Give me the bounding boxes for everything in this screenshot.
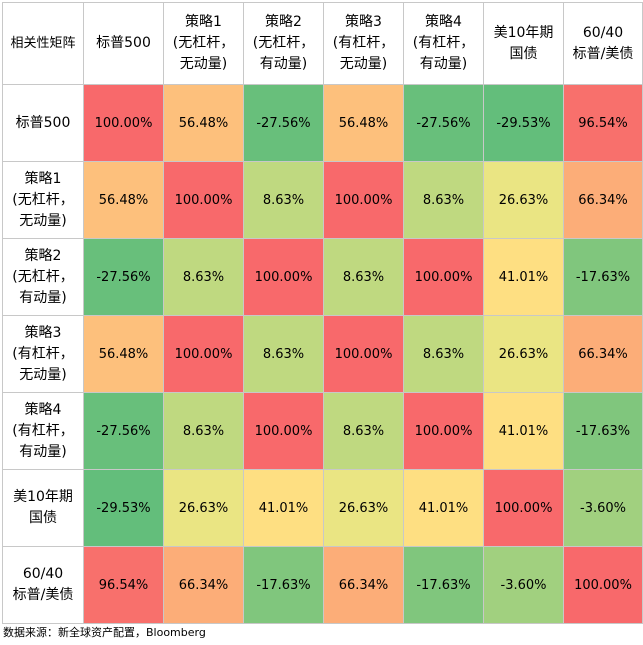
heatmap-cell: -17.63% <box>243 546 324 624</box>
row-header: 60/40 标普/美债 <box>2 546 84 624</box>
heatmap-cell: 8.63% <box>403 315 484 393</box>
corner-label: 相关性矩阵 <box>2 2 84 85</box>
row-header: 标普500 <box>2 84 84 162</box>
source-note: 数据来源：新全球资产配置，Bloomberg <box>3 626 206 639</box>
column-header: 策略4 (有杠杆， 有动量) <box>403 2 484 85</box>
row-header-label: 策略1 (无杠杆， 无动量) <box>12 170 74 229</box>
heatmap-cell: 26.63% <box>323 469 404 547</box>
heatmap-cell: 56.48% <box>83 161 164 239</box>
heatmap-cell: 100.00% <box>163 161 244 239</box>
matrix-row: 策略2 (无杠杆， 有动量) -27.56% 8.63% 100.00% 8.63% 10… <box>2 238 643 316</box>
heatmap-cell: -27.56% <box>243 84 324 162</box>
heatmap-cell: 96.54% <box>563 84 643 162</box>
heatmap-cell: -27.56% <box>403 84 484 162</box>
heatmap-cell: -17.63% <box>403 546 484 624</box>
heatmap-cell: -3.60% <box>563 469 643 547</box>
matrix-row: 策略3 (有杠杆， 无动量) 56.48% 100.00% 8.63% 100.00% 8… <box>2 315 643 393</box>
column-header-label: 策略3 (有杠杆， 无动量) <box>332 14 395 72</box>
heatmap-cell: 100.00% <box>483 469 564 547</box>
heatmap-cell: 66.34% <box>563 161 643 239</box>
row-header-label: 美10年期 国债 <box>13 489 73 526</box>
column-header: 标普500 <box>83 2 164 85</box>
heatmap-cell: 100.00% <box>323 161 404 239</box>
heatmap-cell: 66.34% <box>563 315 643 393</box>
column-header-label: 策略2 (无杠杆， 有动量) <box>252 14 315 72</box>
heatmap-cell: 8.63% <box>403 161 484 239</box>
matrix-row: 标普500 100.00% 56.48% -27.56% 56.48% -27.56% -2… <box>2 84 643 162</box>
heatmap-cell: 8.63% <box>323 238 404 316</box>
heatmap-cell: -17.63% <box>563 392 643 470</box>
column-header-label: 60/40 标普/美债 <box>572 24 634 62</box>
heatmap-cell: -17.63% <box>563 238 643 316</box>
heatmap-cell: -3.60% <box>483 546 564 624</box>
correlation-matrix-table: 相关性矩阵 标普500 策略1 (无杠杆， 无动量) 策略2 (无杠杆， 有动量) 策… <box>2 2 643 624</box>
matrix-row: 美10年期 国债 -29.53% 26.63% 41.01% 26.63% 41.01% 1… <box>2 469 643 547</box>
heatmap-cell: -27.56% <box>83 238 164 316</box>
heatmap-cell: 56.48% <box>323 84 404 162</box>
row-header: 策略3 (有杠杆， 无动量) <box>2 315 84 393</box>
matrix-row: 60/40 标普/美债 96.54% 66.34% -17.63% 66.34% -17.… <box>2 546 643 624</box>
heatmap-cell: 41.01% <box>483 238 564 316</box>
heatmap-cell: 26.63% <box>483 161 564 239</box>
column-header-label: 标普500 <box>96 35 151 51</box>
heatmap-cell: 100.00% <box>563 546 643 624</box>
heatmap-cell: 41.01% <box>403 469 484 547</box>
heatmap-cell: 8.63% <box>163 392 244 470</box>
row-header-label: 策略3 (有杠杆， 无动量) <box>12 324 74 383</box>
matrix-body: 标普500 100.00% 56.48% -27.56% 56.48% -27.56% -2… <box>2 84 643 624</box>
column-header: 美10年期 国债 <box>483 2 564 85</box>
heatmap-cell: 100.00% <box>83 84 164 162</box>
column-header: 策略3 (有杠杆， 无动量) <box>323 2 404 85</box>
heatmap-cell: 66.34% <box>323 546 404 624</box>
heatmap-cell: 26.63% <box>163 469 244 547</box>
header-row: 相关性矩阵 标普500 策略1 (无杠杆， 无动量) 策略2 (无杠杆， 有动量) 策… <box>2 2 643 85</box>
column-header-label: 策略4 (有杠杆， 有动量) <box>412 14 475 72</box>
heatmap-cell: 100.00% <box>403 392 484 470</box>
heatmap-cell: 100.00% <box>243 238 324 316</box>
row-header: 策略1 (无杠杆， 无动量) <box>2 161 84 239</box>
heatmap-cell: 8.63% <box>323 392 404 470</box>
row-header-label: 标普500 <box>15 114 71 131</box>
heatmap-cell: 41.01% <box>243 469 324 547</box>
row-header: 美10年期 国债 <box>2 469 84 547</box>
heatmap-cell: 26.63% <box>483 315 564 393</box>
column-header: 策略2 (无杠杆， 有动量) <box>243 2 324 85</box>
heatmap-cell: 56.48% <box>83 315 164 393</box>
matrix-row: 策略1 (无杠杆， 无动量) 56.48% 100.00% 8.63% 100.00% 8… <box>2 161 643 239</box>
heatmap-cell: 100.00% <box>323 315 404 393</box>
matrix-row: 策略4 (有杠杆， 有动量) -27.56% 8.63% 100.00% 8.63% 10… <box>2 392 643 470</box>
row-header: 策略4 (有杠杆， 有动量) <box>2 392 84 470</box>
heatmap-cell: -27.56% <box>83 392 164 470</box>
heatmap-cell: 8.63% <box>243 315 324 393</box>
heatmap-cell: 8.63% <box>243 161 324 239</box>
column-header-label: 美10年期 国债 <box>493 24 554 62</box>
heatmap-cell: -29.53% <box>83 469 164 547</box>
row-header-label: 策略2 (无杠杆， 有动量) <box>12 247 74 306</box>
heatmap-cell: -29.53% <box>483 84 564 162</box>
heatmap-cell: 66.34% <box>163 546 244 624</box>
column-header: 60/40 标普/美债 <box>563 2 643 85</box>
heatmap-cell: 100.00% <box>243 392 324 470</box>
row-header: 策略2 (无杠杆， 有动量) <box>2 238 84 316</box>
row-header-label: 60/40 标普/美债 <box>12 566 74 603</box>
column-header-label: 策略1 (无杠杆， 无动量) <box>172 14 235 72</box>
heatmap-cell: 41.01% <box>483 392 564 470</box>
heatmap-cell: 96.54% <box>83 546 164 624</box>
row-header-label: 策略4 (有杠杆， 有动量) <box>12 401 74 460</box>
heatmap-cell: 56.48% <box>163 84 244 162</box>
heatmap-cell: 8.63% <box>163 238 244 316</box>
heatmap-cell: 100.00% <box>403 238 484 316</box>
column-header: 策略1 (无杠杆， 无动量) <box>163 2 244 85</box>
heatmap-cell: 100.00% <box>163 315 244 393</box>
